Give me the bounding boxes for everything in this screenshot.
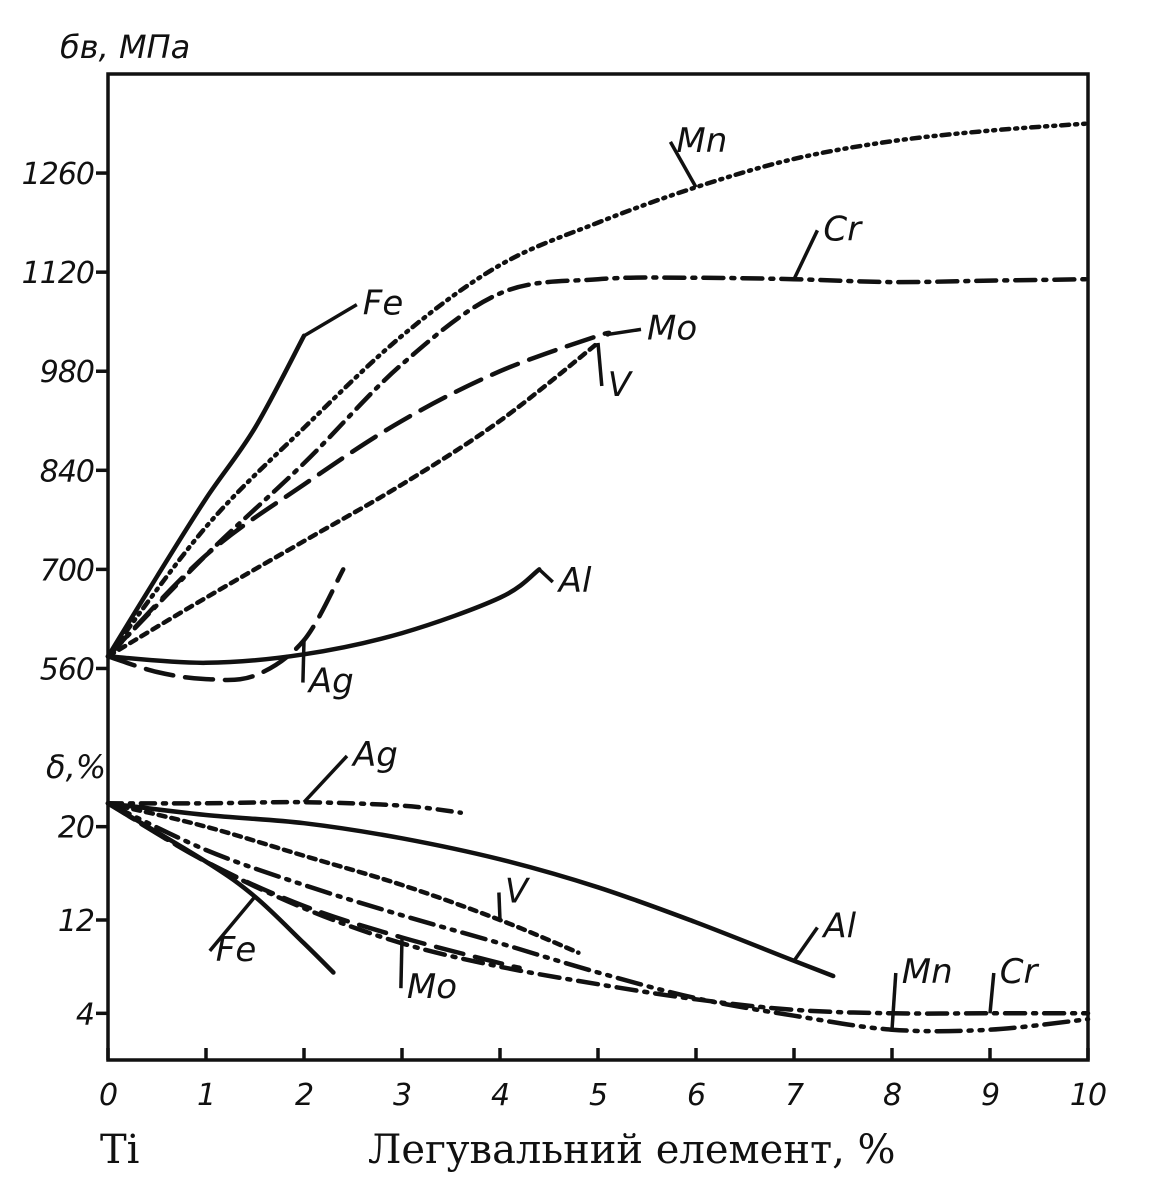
y-tick-label: 980 <box>40 355 94 390</box>
series-line-cr <box>105 801 1091 1016</box>
series-label-v: V <box>505 872 531 912</box>
series-leader-fe <box>208 895 257 952</box>
x-tick-label: 9 <box>981 1078 999 1113</box>
series-leader-cr <box>792 229 819 280</box>
x-tick-label: 8 <box>883 1078 901 1113</box>
series-leader-ag <box>301 640 306 683</box>
series-line-cr <box>105 275 1091 659</box>
series-line-mo <box>105 330 612 659</box>
series-leader-mo <box>399 937 404 989</box>
series-line-mn <box>105 121 1091 659</box>
y-tick-label: 560 <box>40 652 94 687</box>
series-label-fe: Fe <box>216 930 256 970</box>
series-line-v <box>105 801 581 955</box>
x-tick-label: 4 <box>491 1078 509 1113</box>
series-line-al <box>105 801 836 979</box>
y-tick-label: 20 <box>58 811 94 846</box>
x-tick-label: 7 <box>785 1078 804 1113</box>
elongation-panel: 4 12 20 Ag Al V Mn Cr Mo Fe <box>58 735 1091 1034</box>
series-line-al <box>105 567 542 666</box>
series-leader-cr <box>988 972 996 1014</box>
y-tick-label: 12 <box>58 904 94 939</box>
series-label-mo: Mo <box>407 967 457 1007</box>
y-axis-title-elongation: δ,% <box>46 748 106 786</box>
y-axis-title-strength: бв, МПа <box>60 28 190 66</box>
y-tick-label: 1260 <box>22 157 94 192</box>
series-leader-mo <box>607 327 642 337</box>
series-label-ag: Ag <box>307 662 354 702</box>
series-label-ag: Ag <box>351 735 398 775</box>
series-leader-fe <box>303 303 358 338</box>
series-line-v <box>105 340 601 659</box>
series-leader-mn <box>668 140 698 189</box>
series-line-fe <box>105 333 307 659</box>
x-tick-label: 2 <box>295 1078 313 1113</box>
y-tick-label: 700 <box>40 553 94 588</box>
series-label-fe: Fe <box>363 284 403 324</box>
series-line-mn <box>105 801 1091 1034</box>
y-tick-label: 840 <box>40 454 94 489</box>
series-line-ag <box>105 567 346 683</box>
x-tick-label: 1 <box>197 1078 215 1113</box>
strength-panel: 560 700 840 980 1120 1260 Fe Mn Cr Mo V Al Ag <box>22 121 1091 702</box>
series-line-mo <box>105 801 522 971</box>
caption-x-axis-title: Легувальний елемент, % <box>368 1127 896 1173</box>
x-axis: 0 1 2 3 4 5 6 7 8 9 10 <box>99 1048 1107 1113</box>
series-label-mn: Mn <box>902 952 953 992</box>
series-line-ag <box>105 799 464 815</box>
x-tick-label: 6 <box>687 1078 705 1113</box>
series-leader-v <box>497 892 502 921</box>
caption-base-metal: Ti <box>100 1127 139 1173</box>
series-leader-al <box>538 568 554 584</box>
y-tick-label: 4 <box>76 997 94 1032</box>
series-label-al: Al <box>557 561 592 601</box>
series-leader-v <box>596 342 604 387</box>
series-label-v: V <box>608 365 634 405</box>
x-tick-label: 5 <box>589 1078 607 1113</box>
series-label-cr: Cr <box>1000 952 1040 992</box>
series-label-mn: Mn <box>676 121 727 161</box>
series-label-mo: Mo <box>647 308 697 348</box>
x-tick-label: 0 <box>99 1078 117 1113</box>
series-label-al: Al <box>821 907 856 947</box>
series-leader-ag <box>302 754 349 804</box>
series-label-cr: Cr <box>823 209 863 249</box>
x-tick-label: 3 <box>393 1078 411 1113</box>
series-leader-al <box>792 926 819 962</box>
x-tick-label: 10 <box>1070 1078 1106 1113</box>
series-leader-mn <box>890 972 898 1030</box>
y-tick-label: 1120 <box>22 256 94 291</box>
